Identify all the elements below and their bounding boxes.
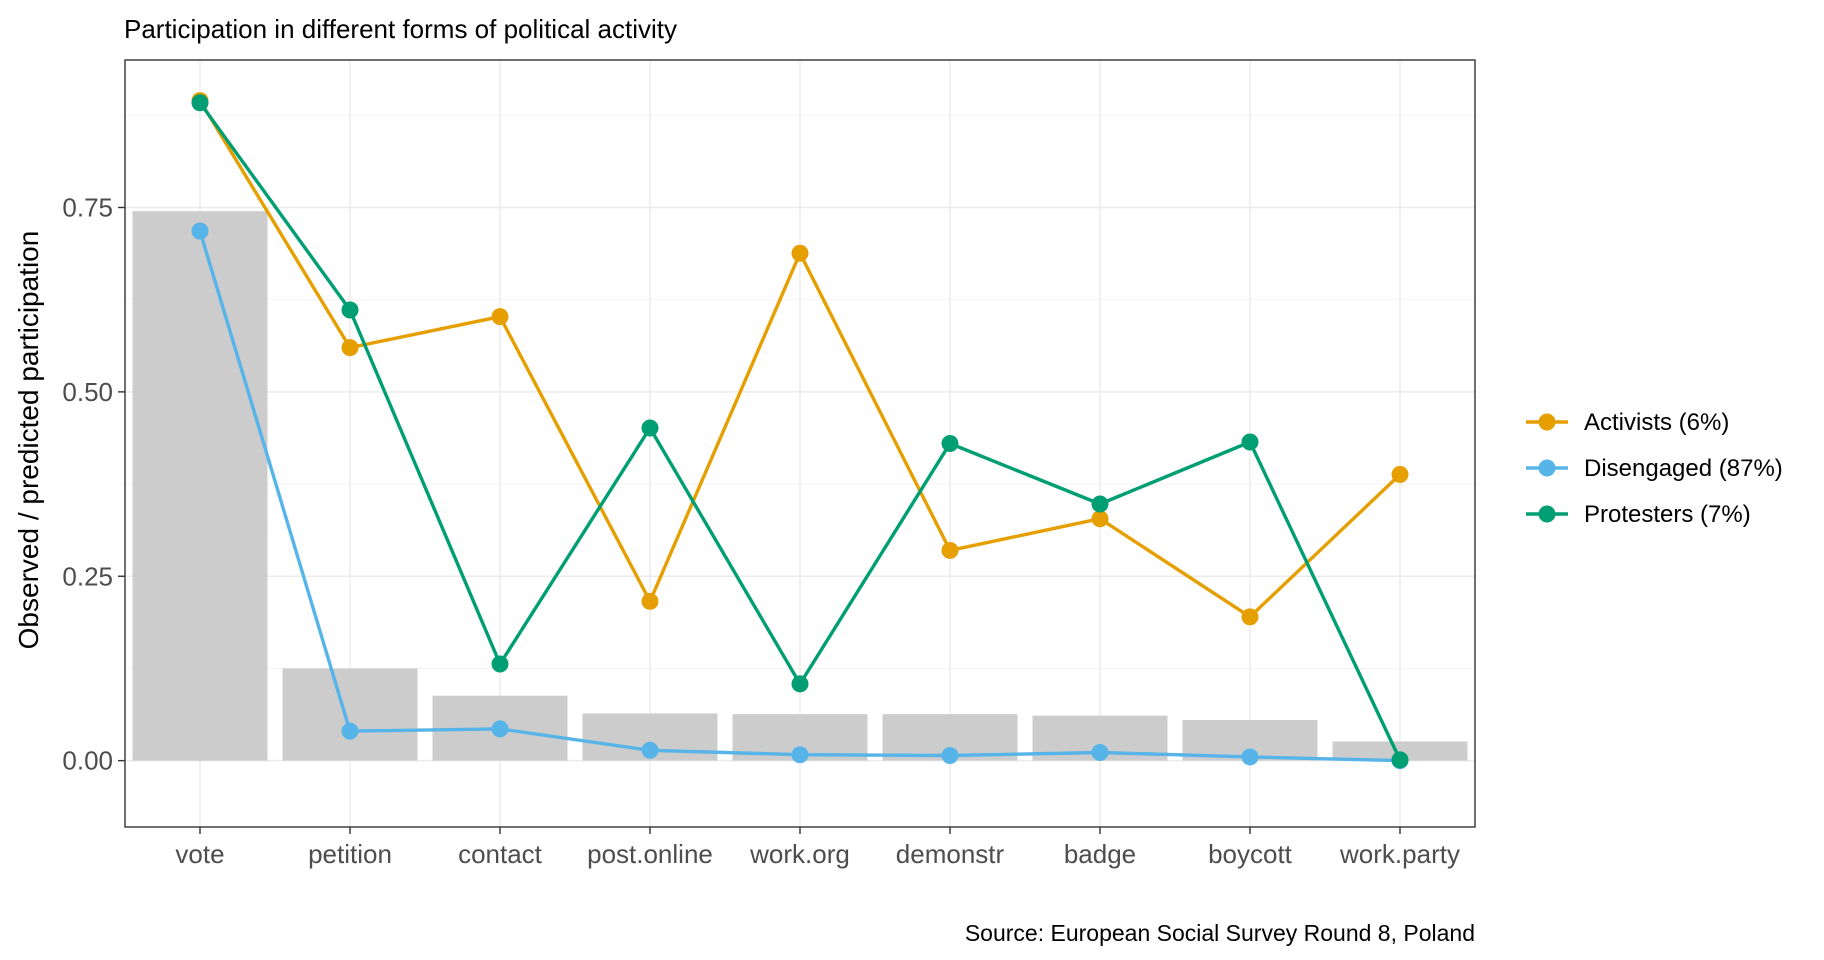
series-points (191, 92, 1409, 770)
legend-label: Disengaged (87%) (1584, 455, 1783, 482)
point-2-vote (191, 94, 209, 112)
point-1-post.online (641, 741, 659, 759)
y-axis-title: Observed / predicted participation (13, 231, 44, 650)
legend: Activists (6%) Disengaged (87%) Protesters… (1526, 409, 1783, 528)
legend-label: Protesters (7%) (1584, 501, 1751, 528)
point-1-contact (491, 720, 509, 738)
point-0-contact (491, 308, 509, 326)
bar-petition (282, 668, 418, 761)
legend-label: Activists (6%) (1584, 409, 1729, 436)
y-tick-label: 0.25 (62, 561, 113, 591)
point-0-post.online (641, 592, 659, 610)
point-0-work.party (1391, 465, 1409, 483)
point-1-work.org (791, 746, 809, 764)
point-0-demonstr (941, 541, 959, 559)
legend-key-point (1538, 413, 1556, 431)
x-tick-label: boycott (1208, 839, 1293, 869)
x-tick-label: post.online (587, 839, 713, 869)
y-tick-label: 0.75 (62, 193, 113, 223)
point-2-post.online (641, 419, 659, 437)
bar-work.party (1332, 741, 1468, 761)
x-tick-label: vote (175, 839, 224, 869)
point-0-badge (1091, 510, 1109, 528)
x-tick-label: demonstr (896, 839, 1005, 869)
point-2-petition (341, 301, 359, 319)
point-0-work.org (791, 244, 809, 262)
chart-title: Participation in different forms of poli… (124, 14, 677, 44)
point-2-work.org (791, 675, 809, 693)
point-2-demonstr (941, 435, 959, 452)
point-2-contact (491, 655, 509, 673)
point-1-vote (191, 222, 209, 240)
point-1-petition (341, 722, 359, 740)
x-tick-label: contact (458, 839, 543, 869)
y-tick-label: 0.00 (62, 746, 113, 776)
x-tick-label: badge (1064, 839, 1136, 869)
point-0-boycott (1241, 608, 1259, 626)
y-axis: 0.00 0.25 0.50 0.75 (62, 193, 125, 776)
point-2-badge (1091, 495, 1109, 513)
point-0-petition (341, 339, 359, 357)
point-1-boycott (1241, 748, 1259, 766)
point-2-work.party (1391, 751, 1409, 769)
legend-key-point (1538, 505, 1556, 523)
chart-caption: Source: European Social Survey Round 8, … (965, 920, 1475, 946)
x-axis: vote petition contact post.online work.org de… (175, 827, 1460, 869)
point-1-badge (1091, 744, 1109, 762)
point-2-boycott (1241, 433, 1259, 451)
y-tick-label: 0.50 (62, 377, 113, 407)
x-tick-label: work.org (749, 839, 850, 869)
point-1-demonstr (941, 746, 959, 764)
x-tick-label: work.party (1339, 839, 1460, 869)
legend-key-point (1538, 459, 1556, 477)
x-tick-label: petition (308, 839, 392, 869)
bar-vote (132, 211, 268, 761)
